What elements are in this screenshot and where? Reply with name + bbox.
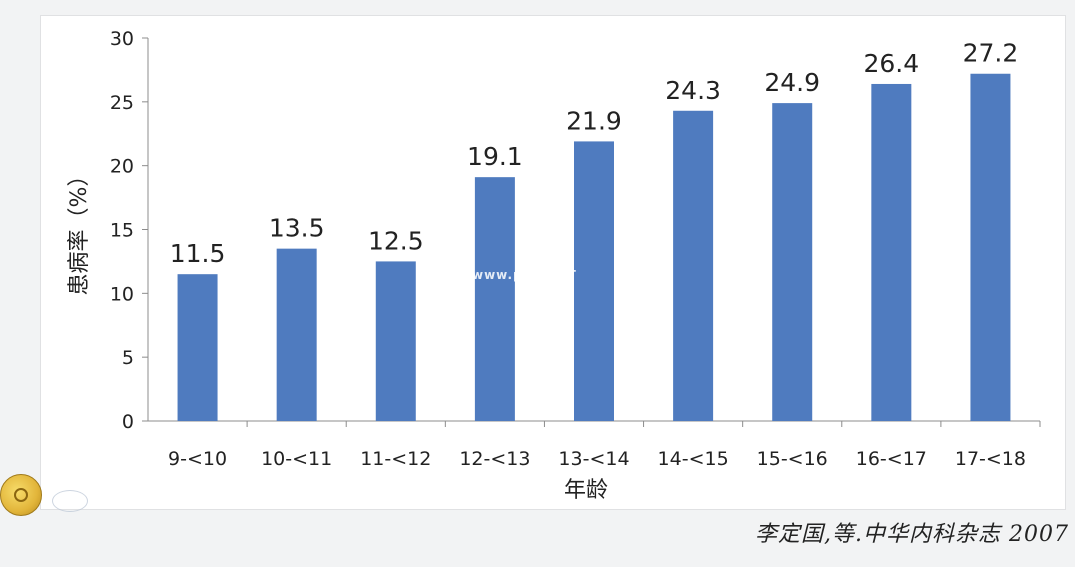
data-label: 27.2 [963, 39, 1019, 68]
y-tick-label: 25 [110, 92, 134, 114]
y-tick-label: 5 [122, 347, 134, 369]
data-label: 24.9 [764, 68, 820, 97]
bar [871, 83, 912, 422]
x-tick-label: 10-<11 [261, 448, 332, 470]
x-tick-label: 12-<13 [459, 448, 530, 470]
seal-logo [52, 490, 88, 512]
bar [970, 73, 1011, 421]
x-tick-label: 14-<15 [658, 448, 729, 470]
data-label: 26.4 [863, 49, 919, 78]
y-tick-label: 10 [110, 283, 134, 305]
data-label: 21.9 [566, 106, 622, 135]
watermark-text: www.pc...NET [472, 268, 577, 282]
x-tick-label: 17-<18 [955, 448, 1026, 470]
x-tick-label: 11-<12 [360, 448, 431, 470]
x-ticks: 9-<10 10-<11 11-<12 12-<13 13-<14 14-<15 15-<1… [168, 421, 1041, 470]
bar [772, 103, 813, 422]
y-tick-label: 20 [110, 156, 134, 178]
x-tick-label: 15-<16 [757, 448, 828, 470]
data-label: 11.5 [170, 239, 226, 268]
x-tick-label: 9-<10 [168, 448, 227, 470]
x-tick-label: 16-<17 [856, 448, 927, 470]
y-axis-label: 患病率（%） [67, 165, 92, 296]
bar [276, 248, 317, 421]
data-label: 24.3 [665, 76, 721, 105]
bar [177, 274, 218, 421]
y-tick-label: 15 [110, 220, 134, 242]
bar-series: 11.5 13.5 12.5 19.1 21.9 24.3 24.9 26.4 27.2 [170, 39, 1019, 422]
x-tick-label: 13-<14 [558, 448, 629, 470]
data-label: 19.1 [467, 142, 523, 171]
bar [574, 141, 614, 421]
bar [375, 261, 416, 421]
bar [474, 177, 515, 421]
bar [673, 110, 714, 422]
y-ticks: 0 5 10 15 20 25 30 [110, 28, 148, 433]
x-axis-label: 年龄 [564, 478, 608, 503]
y-tick-label: 0 [122, 411, 134, 433]
coin-logo [0, 474, 42, 516]
y-tick-label: 30 [110, 28, 134, 50]
data-label: 13.5 [269, 214, 325, 243]
citation-text: 李定国,等.中华内科杂志 2007 [755, 522, 1069, 547]
data-label: 12.5 [368, 226, 424, 255]
